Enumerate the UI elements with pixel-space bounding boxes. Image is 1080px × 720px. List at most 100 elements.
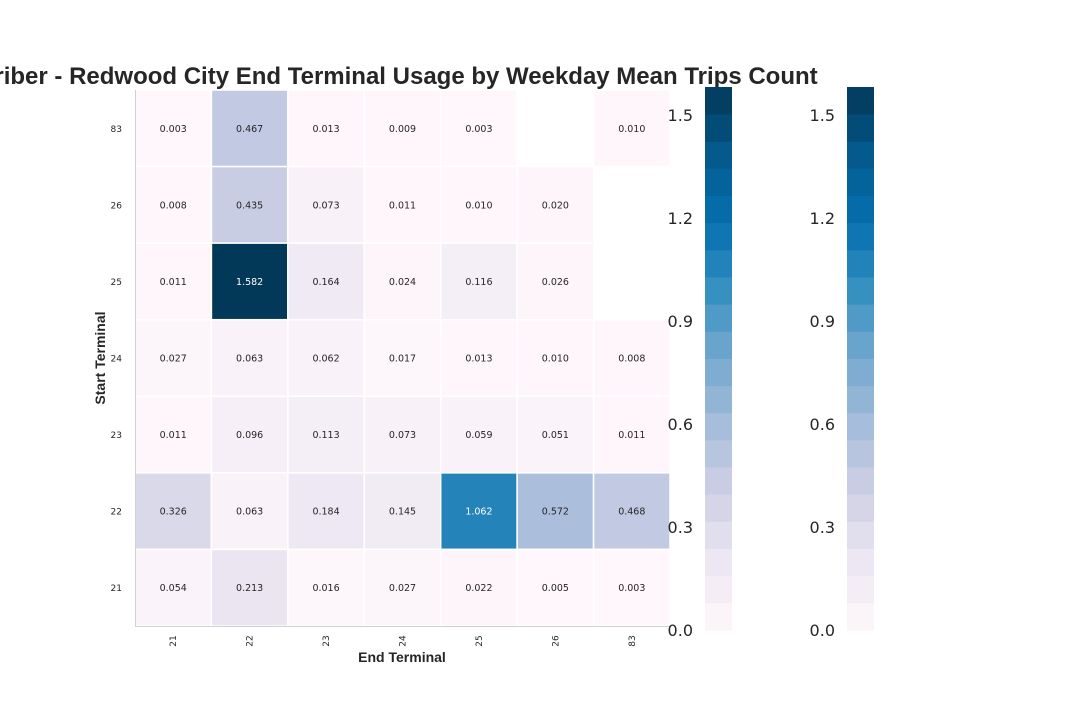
colorbar-band — [847, 141, 874, 169]
heatmap-cell — [592, 548, 671, 627]
y-tick-label: 25 — [111, 278, 122, 288]
colorbar-band — [847, 467, 874, 495]
heatmap-cell — [287, 548, 366, 627]
cell-value-label: 0.468 — [618, 507, 645, 518]
y-tick-label: 26 — [111, 201, 123, 211]
cell-value-label: 0.020 — [542, 200, 569, 211]
x-tick-label: 26 — [551, 635, 561, 647]
cell-value-label: 0.009 — [389, 124, 416, 135]
cell-value-label: 0.016 — [312, 583, 339, 594]
heatmap-cell — [363, 165, 442, 244]
cell-value-label: 1.582 — [236, 277, 263, 288]
x-tick-label: 25 — [475, 635, 485, 646]
heatmap-cell — [516, 395, 595, 474]
colorbar-band — [847, 195, 874, 224]
heatmap-cell — [363, 395, 442, 474]
colorbar-band — [705, 87, 732, 115]
colorbar-tick-label: 0.9 — [668, 312, 693, 331]
colorbar-tick-label: 0.3 — [668, 518, 693, 537]
colorbar-band — [705, 358, 732, 387]
y-tick-label: 21 — [111, 584, 122, 594]
colorbar-band — [705, 331, 732, 359]
x-axis-label: End Terminal — [358, 649, 446, 665]
cell-value-label: 0.063 — [236, 507, 263, 518]
cell-value-label: 0.572 — [542, 507, 569, 518]
colorbar-band — [847, 222, 874, 251]
heatmap-cell — [210, 89, 289, 168]
colorbar-band — [847, 168, 874, 196]
cell-value-label: 0.213 — [236, 583, 263, 594]
colorbar-band — [705, 467, 732, 495]
heatmap-cell — [592, 472, 671, 551]
cell-value-label: 0.008 — [160, 200, 187, 211]
heatmap-cell — [439, 318, 518, 398]
colorbar-band — [705, 304, 732, 332]
colorbar-band — [847, 548, 874, 577]
colorbar-band — [705, 575, 732, 604]
heatmap-cell — [363, 318, 442, 398]
cell-value-label: 0.164 — [312, 277, 339, 288]
cell-value-label: 0.011 — [389, 200, 416, 211]
colorbar-band — [705, 385, 732, 414]
cell-value-label: 0.013 — [312, 124, 339, 135]
colorbar-tick-label: 0.0 — [810, 621, 835, 640]
cell-value-label: 0.017 — [389, 354, 416, 365]
colorbar-band — [705, 141, 732, 169]
colorbar-tick-label: 1.5 — [810, 106, 835, 125]
colorbar-band — [705, 548, 732, 577]
cell-value-label: 1.062 — [465, 507, 492, 518]
colorbar-band — [705, 412, 732, 441]
colorbar-band — [847, 358, 874, 387]
chart-title: Subscriber - Redwood City End Terminal U… — [0, 63, 818, 90]
y-tick-label: 24 — [111, 355, 123, 365]
cell-value-label: 0.003 — [618, 583, 645, 594]
heatmap-cells: 0.003 0.467 0.013 0.009 0.003 0.010 0.008 0.435… — [134, 89, 671, 627]
colorbar: 0.0 0.3 0.6 0.9 1.2 1.5 — [810, 87, 874, 640]
cell-value-label: 0.011 — [160, 277, 187, 288]
cell-value-label: 0.326 — [160, 507, 187, 518]
y-tick-label: 23 — [111, 431, 122, 441]
heatmap-cell — [439, 242, 518, 321]
heatmap-cell — [134, 318, 213, 398]
colorbar-band — [847, 331, 874, 359]
colorbar-band — [847, 412, 874, 441]
colorbar-tick-label: 1.2 — [668, 209, 693, 228]
heatmap-cell — [516, 548, 595, 627]
cell-value-label: 0.027 — [160, 354, 187, 365]
colorbar-tick-label: 1.2 — [810, 209, 835, 228]
colorbar-band — [705, 222, 732, 251]
colorbar-band — [705, 439, 732, 468]
colorbar-band — [705, 114, 732, 142]
cell-value-label: 0.008 — [618, 354, 645, 365]
colorbar-tick-label: 1.5 — [668, 106, 693, 125]
colorbar-band — [705, 168, 732, 196]
cell-value-label: 0.116 — [465, 277, 492, 288]
cell-value-label: 0.113 — [312, 430, 339, 441]
heatmap-cell — [439, 472, 518, 551]
colorbar-band — [705, 521, 732, 549]
y-tick-label: 83 — [111, 125, 122, 135]
colorbar-band — [705, 494, 732, 522]
cell-value-label: 0.010 — [542, 354, 569, 365]
cell-value-label: 0.073 — [389, 430, 416, 441]
colorbar-band — [847, 575, 874, 604]
cell-value-label: 0.011 — [160, 430, 187, 441]
y-axis-label: Start Terminal — [92, 311, 108, 404]
colorbar-band — [847, 277, 874, 305]
heatmap-cell — [287, 318, 366, 398]
cell-value-label: 0.027 — [389, 583, 416, 594]
heatmap-cell — [516, 242, 595, 321]
x-tick-label: 22 — [246, 635, 256, 646]
colorbar-band — [705, 249, 732, 278]
cell-value-label: 0.003 — [465, 124, 492, 135]
colorbar-tick-label: 0.6 — [668, 415, 693, 434]
cell-value-label: 0.435 — [236, 200, 263, 211]
heatmap-cell — [210, 318, 289, 398]
colorbar-band — [705, 277, 732, 305]
cell-value-label: 0.024 — [389, 277, 416, 288]
heatmap-cell — [210, 395, 289, 474]
heatmap-cell — [210, 165, 289, 244]
cell-value-label: 0.003 — [160, 124, 187, 135]
x-tick-label: 83 — [628, 635, 638, 646]
colorbar-tick-label: 0.0 — [668, 621, 693, 640]
